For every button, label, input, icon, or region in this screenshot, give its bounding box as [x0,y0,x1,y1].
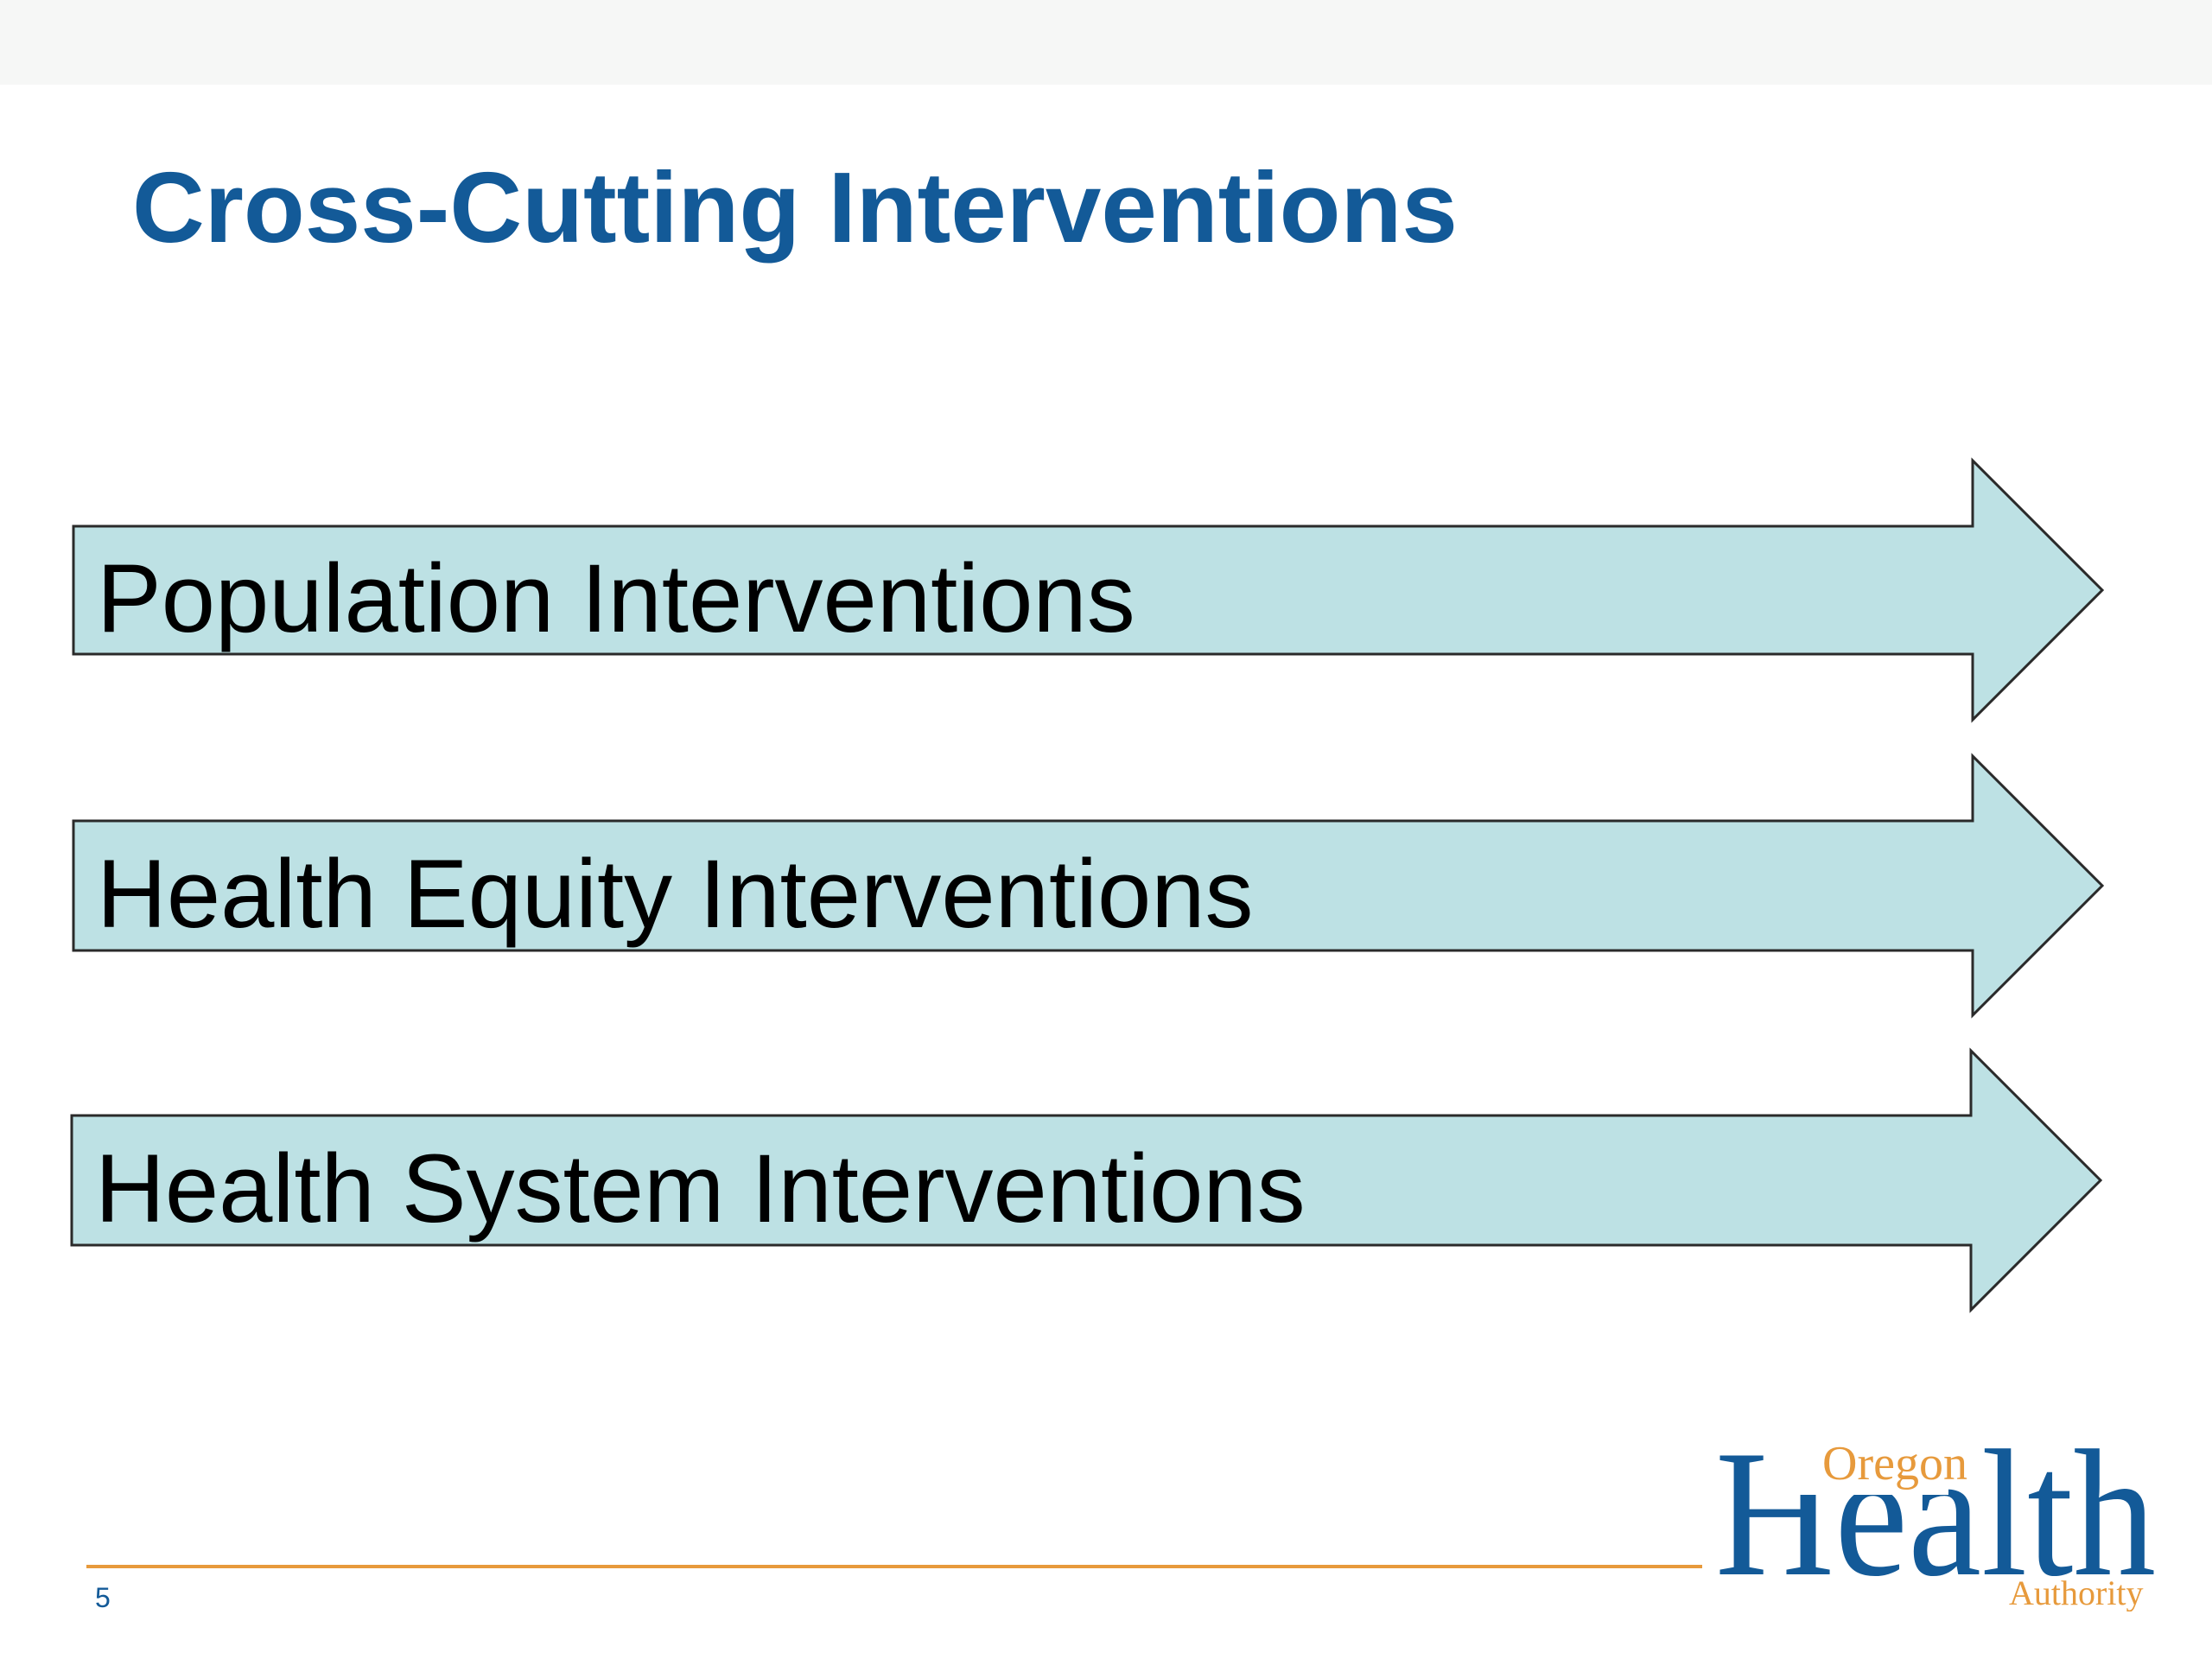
health-system-arrow-shape [70,1047,2103,1313]
health-equity-arrow-shape [72,753,2105,1019]
top-band [0,0,2212,85]
population-arrow-shape [72,457,2105,723]
health-system-interventions-label: Health System Interventions [95,1135,1306,1243]
slide-title: Cross-Cutting Interventions [132,151,1458,264]
page-number: 5 [95,1582,111,1613]
population-interventions-label: Population Interventions [97,544,1135,652]
health-equity-interventions-label: Health Equity Interventions [97,840,1254,948]
footer-rule [86,1565,1702,1568]
oregon-health-authority-logo: Health Oregon Authority [1715,1426,2164,1611]
logo-oregon-text: Oregon [1822,1437,1967,1491]
logo-authority-text: Authority [2009,1573,2144,1611]
